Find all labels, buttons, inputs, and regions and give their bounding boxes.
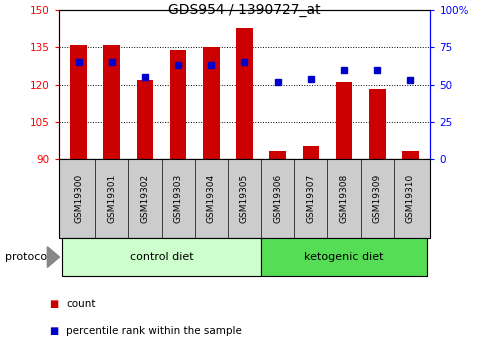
Bar — [401, 151, 418, 159]
Text: protocol: protocol — [5, 252, 50, 262]
Text: GSM19301: GSM19301 — [107, 174, 116, 223]
Bar — [335, 82, 352, 159]
Text: control diet: control diet — [129, 252, 193, 262]
Bar — [70, 45, 87, 159]
Text: GSM19304: GSM19304 — [206, 174, 215, 223]
Bar — [368, 89, 385, 159]
Bar — [302, 146, 319, 159]
Text: percentile rank within the sample: percentile rank within the sample — [66, 326, 242, 336]
Bar — [136, 80, 153, 159]
Text: GSM19308: GSM19308 — [339, 174, 348, 223]
Text: GSM19310: GSM19310 — [405, 174, 414, 223]
Text: GSM19300: GSM19300 — [74, 174, 83, 223]
Text: GSM19303: GSM19303 — [173, 174, 182, 223]
Text: ketogenic diet: ketogenic diet — [304, 252, 383, 262]
Text: GSM19305: GSM19305 — [240, 174, 248, 223]
Bar — [103, 45, 120, 159]
Text: GDS954 / 1390727_at: GDS954 / 1390727_at — [168, 3, 320, 18]
Text: GSM19306: GSM19306 — [273, 174, 282, 223]
Text: GSM19307: GSM19307 — [306, 174, 315, 223]
Text: count: count — [66, 299, 95, 308]
Bar — [203, 48, 219, 159]
Polygon shape — [47, 247, 60, 267]
Bar — [169, 50, 186, 159]
Text: ■: ■ — [49, 326, 58, 336]
Text: ■: ■ — [49, 299, 58, 308]
Text: GSM19309: GSM19309 — [372, 174, 381, 223]
Bar — [236, 28, 252, 159]
Text: GSM19302: GSM19302 — [140, 174, 149, 223]
Bar — [269, 151, 285, 159]
